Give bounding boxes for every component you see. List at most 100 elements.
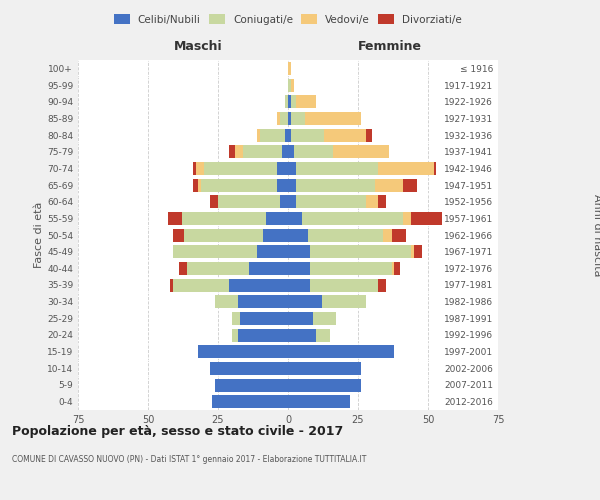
Bar bbox=[201, 178, 277, 192]
Bar bbox=[288, 345, 394, 358]
Bar bbox=[288, 362, 361, 375]
Bar bbox=[235, 145, 243, 158]
Bar bbox=[403, 212, 411, 225]
Text: Anni di nascita: Anni di nascita bbox=[592, 194, 600, 276]
Bar bbox=[266, 212, 288, 225]
Bar bbox=[291, 78, 293, 92]
Bar bbox=[173, 278, 229, 291]
Bar bbox=[280, 195, 288, 208]
Bar bbox=[199, 345, 288, 358]
Bar bbox=[377, 162, 434, 175]
Bar bbox=[375, 178, 403, 192]
Bar bbox=[310, 278, 377, 291]
Bar bbox=[288, 95, 291, 108]
Bar bbox=[238, 295, 288, 308]
Bar bbox=[288, 295, 322, 308]
Bar bbox=[403, 178, 417, 192]
Text: Maschi: Maschi bbox=[173, 40, 223, 52]
Bar bbox=[291, 128, 325, 141]
Bar bbox=[196, 162, 204, 175]
Bar bbox=[212, 395, 288, 408]
Bar bbox=[288, 395, 350, 408]
Bar bbox=[260, 128, 285, 141]
Bar bbox=[316, 328, 330, 342]
Bar bbox=[394, 262, 400, 275]
Bar bbox=[288, 145, 293, 158]
Bar bbox=[277, 112, 280, 125]
Bar bbox=[367, 195, 377, 208]
Bar bbox=[288, 112, 291, 125]
Bar bbox=[310, 262, 392, 275]
Bar bbox=[229, 145, 235, 158]
Bar bbox=[209, 195, 218, 208]
Bar bbox=[182, 212, 266, 225]
Bar bbox=[296, 178, 375, 192]
Bar bbox=[215, 378, 288, 392]
Bar bbox=[241, 312, 288, 325]
Bar bbox=[193, 162, 196, 175]
Bar bbox=[288, 128, 291, 141]
Bar bbox=[296, 195, 367, 208]
Bar bbox=[288, 228, 308, 241]
Text: COMUNE DI CAVASSO NUOVO (PN) - Dati ISTAT 1° gennaio 2017 - Elaborazione TUTTITA: COMUNE DI CAVASSO NUOVO (PN) - Dati ISTA… bbox=[12, 455, 367, 464]
Bar bbox=[280, 112, 288, 125]
Bar bbox=[173, 228, 184, 241]
Bar bbox=[411, 212, 442, 225]
Bar bbox=[229, 278, 288, 291]
Bar bbox=[367, 128, 372, 141]
Bar bbox=[377, 278, 386, 291]
Text: Femmine: Femmine bbox=[358, 40, 422, 52]
Bar bbox=[296, 162, 377, 175]
Bar bbox=[285, 128, 288, 141]
Bar bbox=[204, 162, 277, 175]
Bar bbox=[296, 95, 316, 108]
Bar bbox=[383, 228, 392, 241]
Bar bbox=[293, 145, 333, 158]
Bar bbox=[283, 145, 288, 158]
Bar bbox=[187, 262, 249, 275]
Bar bbox=[249, 262, 288, 275]
Bar bbox=[232, 312, 241, 325]
Bar bbox=[170, 278, 173, 291]
Bar bbox=[263, 228, 288, 241]
Bar bbox=[392, 262, 394, 275]
Bar bbox=[310, 245, 411, 258]
Bar bbox=[288, 162, 296, 175]
Bar bbox=[285, 95, 288, 108]
Bar bbox=[184, 228, 263, 241]
Bar bbox=[392, 228, 406, 241]
Bar bbox=[238, 328, 288, 342]
Text: Popolazione per età, sesso e stato civile - 2017: Popolazione per età, sesso e stato civil… bbox=[12, 425, 343, 438]
Bar bbox=[288, 78, 291, 92]
Bar bbox=[288, 245, 310, 258]
Bar bbox=[257, 128, 260, 141]
Bar bbox=[288, 212, 302, 225]
Bar bbox=[288, 195, 296, 208]
Bar bbox=[167, 212, 182, 225]
Bar bbox=[243, 145, 283, 158]
Bar bbox=[288, 328, 316, 342]
Bar bbox=[257, 245, 288, 258]
Bar bbox=[218, 195, 280, 208]
Bar bbox=[288, 378, 361, 392]
Bar bbox=[305, 112, 361, 125]
Bar bbox=[173, 245, 257, 258]
Bar bbox=[308, 228, 383, 241]
Bar bbox=[291, 95, 296, 108]
Bar bbox=[302, 212, 403, 225]
Bar bbox=[288, 62, 291, 75]
Bar bbox=[288, 312, 313, 325]
Bar bbox=[199, 178, 201, 192]
Bar bbox=[322, 295, 367, 308]
Legend: Celibi/Nubili, Coniugati/e, Vedovi/e, Divorziati/e: Celibi/Nubili, Coniugati/e, Vedovi/e, Di… bbox=[110, 10, 466, 29]
Bar bbox=[209, 362, 288, 375]
Bar bbox=[277, 178, 288, 192]
Bar bbox=[325, 128, 367, 141]
Bar bbox=[434, 162, 436, 175]
Bar bbox=[414, 245, 422, 258]
Bar bbox=[288, 178, 296, 192]
Bar bbox=[288, 278, 310, 291]
Bar bbox=[411, 245, 414, 258]
Bar bbox=[288, 262, 310, 275]
Bar bbox=[313, 312, 335, 325]
